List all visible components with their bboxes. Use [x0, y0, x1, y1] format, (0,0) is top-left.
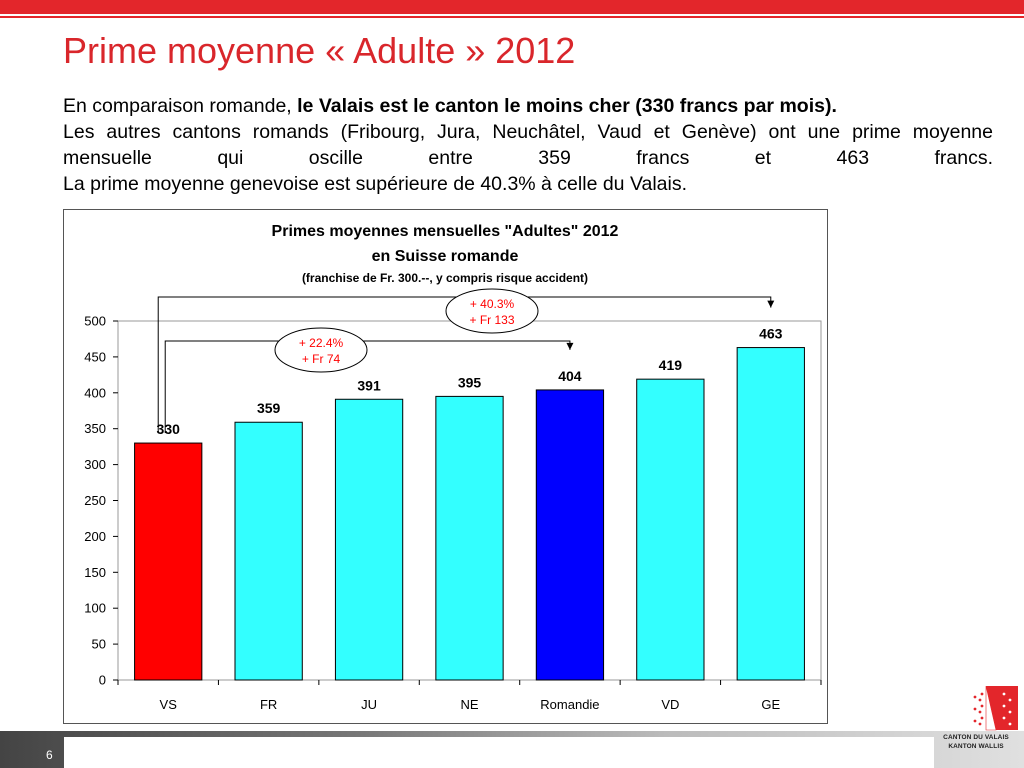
bar-value-label: 419	[659, 357, 683, 373]
annotation-ellipse	[274, 327, 368, 373]
slide-body-text: En comparaison romande, le Valais est le…	[63, 93, 993, 197]
y-tick-label: 250	[84, 493, 106, 508]
annotation-amount: + Fr 74	[302, 352, 341, 366]
x-tick-label: NE	[460, 697, 478, 712]
logo-text-de: KANTON WALLIS	[948, 743, 1004, 750]
bar-value-label: 463	[759, 326, 783, 342]
y-tick-label: 450	[84, 349, 106, 364]
annotation-percent: + 22.4%	[299, 336, 344, 350]
bar-vs	[134, 442, 203, 681]
intro-bold: le Valais est le canton le moins cher (3…	[297, 95, 837, 117]
bar-chart: Primes moyennes mensuelles "Adultes" 201…	[84, 223, 822, 712]
y-tick-label: 50	[92, 637, 106, 652]
chart-subtitle: (franchise de Fr. 300.--, y compris risq…	[302, 271, 588, 285]
annotation-percent: + 40.3%	[470, 297, 515, 311]
bar-ne	[435, 395, 504, 681]
x-tick-label: JU	[361, 697, 377, 712]
y-tick-label: 400	[84, 385, 106, 400]
x-tick-label: Romandie	[540, 697, 599, 712]
page-number: 6	[46, 748, 53, 762]
bar-value-label: 395	[458, 374, 482, 390]
top-accent-line	[0, 16, 1024, 18]
bar-romandie	[535, 389, 605, 681]
y-tick-label: 300	[84, 457, 106, 472]
bar-value-label: 404	[558, 368, 582, 384]
annotation-arrow	[566, 342, 574, 350]
y-tick-label: 500	[84, 314, 106, 329]
bar-value-label: 359	[257, 400, 281, 416]
y-tick-label: 0	[99, 673, 106, 688]
slide-title: Prime moyenne « Adulte » 2012	[63, 30, 576, 71]
chart-frame: Primes moyennes mensuelles "Adultes" 201…	[63, 209, 828, 724]
intro-plain: En comparaison romande,	[63, 95, 292, 117]
y-tick-label: 350	[84, 421, 106, 436]
x-tick-label: GE	[761, 697, 780, 712]
annotation-ellipse	[445, 288, 539, 334]
x-tick-label: VS	[160, 697, 178, 712]
logo-text-fr: CANTON DU VALAIS	[943, 734, 1009, 741]
y-tick-label: 150	[84, 565, 106, 580]
bar-fr	[234, 421, 303, 681]
x-tick-label: VD	[661, 697, 679, 712]
chart-title-line-2: en Suisse romande	[372, 248, 519, 265]
bar-vd	[636, 378, 705, 681]
bar-value-label: 330	[157, 421, 181, 437]
bar-value-label: 391	[357, 377, 381, 393]
annotation-arrow	[767, 300, 775, 308]
y-tick-label: 200	[84, 529, 106, 544]
canton-valais-logo-icon	[973, 686, 1018, 731]
paragraph-intro: En comparaison romande, le Valais est le…	[63, 93, 993, 119]
top-accent-bar	[0, 0, 1024, 14]
paragraph-cantons: Les autres cantons romands (Fribourg, Ju…	[63, 121, 993, 169]
annotation-amount: + Fr 133	[469, 313, 514, 327]
bar-ge	[736, 347, 805, 681]
y-tick-label: 100	[84, 601, 106, 616]
bar-ju	[334, 398, 404, 681]
paragraph-geneva: La prime moyenne genevoise est supérieur…	[63, 173, 688, 195]
footer-panel	[64, 737, 934, 768]
chart-title-line-1: Primes moyennes mensuelles "Adultes" 201…	[272, 223, 619, 240]
x-tick-label: FR	[260, 697, 277, 712]
